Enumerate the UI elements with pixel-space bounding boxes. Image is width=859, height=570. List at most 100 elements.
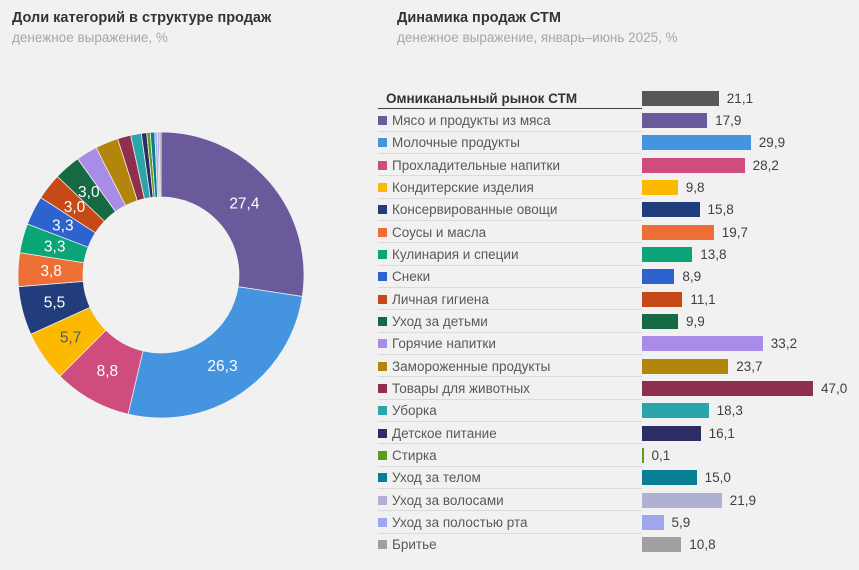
- bar-row: Снеки 8,9: [378, 266, 851, 289]
- bar-row: Бритье 10,8: [378, 534, 851, 556]
- bar-area: 17,9: [642, 109, 741, 131]
- bar: [642, 90, 719, 106]
- donut-chart-title: Доли категорий в структуре продаж: [12, 10, 272, 26]
- legend-marker: [378, 160, 387, 170]
- bar-area: 47,0: [642, 377, 847, 399]
- bar-area: 21,9: [642, 489, 756, 511]
- bar-row-label: Консервированные овощи: [392, 202, 558, 218]
- bar-row: Уход за телом 15,0: [378, 467, 851, 490]
- bar-area: 8,9: [642, 266, 701, 288]
- bar: [642, 224, 714, 240]
- bar-row-label: Соусы и масла: [392, 224, 487, 240]
- bar-area: 23,7: [642, 355, 762, 377]
- legend-marker: [378, 182, 387, 192]
- legend-marker: [378, 272, 387, 282]
- donut-slice-label: 3,0: [64, 199, 86, 216]
- bar-value: 33,2: [770, 336, 798, 352]
- legend-marker: [378, 361, 387, 371]
- bar-area: 16,1: [642, 422, 735, 444]
- bar-row: Личная гигиена 11,1: [378, 288, 851, 311]
- legend-marker: [378, 495, 387, 505]
- bar-row-label: Замороженные продукты: [392, 358, 551, 374]
- bar-area: 18,3: [642, 400, 743, 422]
- bar-row: Уход за детьми 9,9: [378, 310, 851, 333]
- bar: [642, 135, 751, 151]
- bar-row: Уход за полостью рта 5,9: [378, 511, 851, 534]
- bar-value: 47,0: [821, 380, 848, 396]
- donut-slice-label: 3,3: [52, 217, 74, 234]
- legend-marker: [378, 517, 387, 527]
- bar-row: Омниканальный рынок СТМ 21,1: [378, 87, 851, 110]
- bar-row-label: Уход за детьми: [392, 313, 488, 329]
- bar-row-label: Омниканальный рынок СТМ: [386, 90, 578, 106]
- bar-value: 15,0: [704, 470, 731, 486]
- bar-area: 13,8: [642, 243, 726, 265]
- legend-marker: [378, 540, 387, 550]
- bar-area: 33,2: [642, 333, 797, 355]
- bar-value: 21,1: [726, 90, 754, 106]
- donut-slice: [127, 286, 303, 419]
- donut-chart: 27,426,38,85,75,53,83,33,33,03,0: [17, 131, 305, 419]
- bar: [642, 403, 709, 419]
- legend-marker: [378, 339, 387, 349]
- bar-area: 15,8: [642, 199, 734, 221]
- bar: [642, 514, 664, 530]
- legend-marker: [378, 473, 387, 483]
- bar: [642, 336, 763, 352]
- bar-row: Соусы и масла 19,7: [378, 221, 851, 244]
- bar-row: Кулинария и специи 13,8: [378, 243, 851, 266]
- bar: [642, 157, 745, 173]
- donut-slice-label: 8,8: [97, 363, 119, 380]
- bar-row: Товары для животных 47,0: [378, 377, 851, 400]
- bar-row-label: Детское питание: [392, 425, 497, 441]
- bar-value: 28,2: [752, 157, 779, 173]
- legend-marker: [378, 205, 387, 215]
- bar-area: 19,7: [642, 221, 748, 243]
- bar-value: 0,1: [651, 447, 671, 463]
- bar-area: 21,1: [642, 87, 753, 109]
- bar-row-label: Уход за телом: [392, 470, 481, 486]
- bar-row: Кондитерские изделия 9,8: [378, 176, 851, 199]
- bar-value: 8,9: [682, 269, 702, 285]
- bar-row-label: Кондитерские изделия: [392, 179, 534, 195]
- legend-marker: [378, 294, 387, 304]
- legend-marker: [378, 406, 387, 416]
- donut-slice-label: 3,3: [44, 239, 66, 256]
- donut-slice-label: 27,4: [229, 195, 260, 212]
- bar-row-label: Мясо и продукты из мяса: [392, 112, 551, 128]
- bar: [642, 447, 644, 463]
- bar-row-label: Уход за полостью рта: [392, 514, 528, 530]
- bar-row-label: Уборка: [392, 403, 437, 419]
- legend-marker: [378, 227, 387, 237]
- legend-marker: [378, 450, 387, 460]
- bar-value: 11,1: [690, 291, 716, 307]
- legend-marker: [378, 249, 387, 259]
- bar-value: 9,9: [686, 313, 705, 329]
- bar-area: 0,1: [642, 444, 670, 466]
- bar-value: 15,8: [707, 202, 734, 218]
- bar-row: Консервированные овощи 15,8: [378, 199, 851, 222]
- bar-chart: Омниканальный рынок СТМ 21,1 Мясо и продук…: [378, 87, 851, 556]
- donut-slice-label: 3,0: [78, 184, 100, 201]
- donut-slice-label: 3,8: [40, 263, 62, 280]
- bar: [642, 291, 683, 307]
- bar-value: 10,8: [689, 537, 716, 553]
- bar-value: 19,7: [721, 224, 748, 240]
- bar-area: 15,0: [642, 467, 731, 489]
- bar-value: 17,9: [715, 112, 742, 128]
- bar-row: Уход за волосами 21,9: [378, 489, 851, 512]
- bar: [642, 470, 697, 486]
- bar-row: Мясо и продукты из мяса 17,9: [378, 109, 851, 132]
- bar-row-label: Горячие напитки: [392, 336, 496, 352]
- bar: [642, 537, 682, 553]
- donut-slice-label: 5,7: [60, 330, 82, 347]
- legend-marker: [378, 138, 387, 148]
- bar-value: 23,7: [736, 358, 763, 374]
- bar-row: Детское питание 16,1: [378, 422, 851, 445]
- bar: [642, 492, 722, 508]
- bar-area: 9,9: [642, 310, 705, 332]
- bar-row: Уборка 18,3: [378, 400, 851, 423]
- bar-value: 21,9: [729, 492, 756, 508]
- bar: [642, 202, 700, 218]
